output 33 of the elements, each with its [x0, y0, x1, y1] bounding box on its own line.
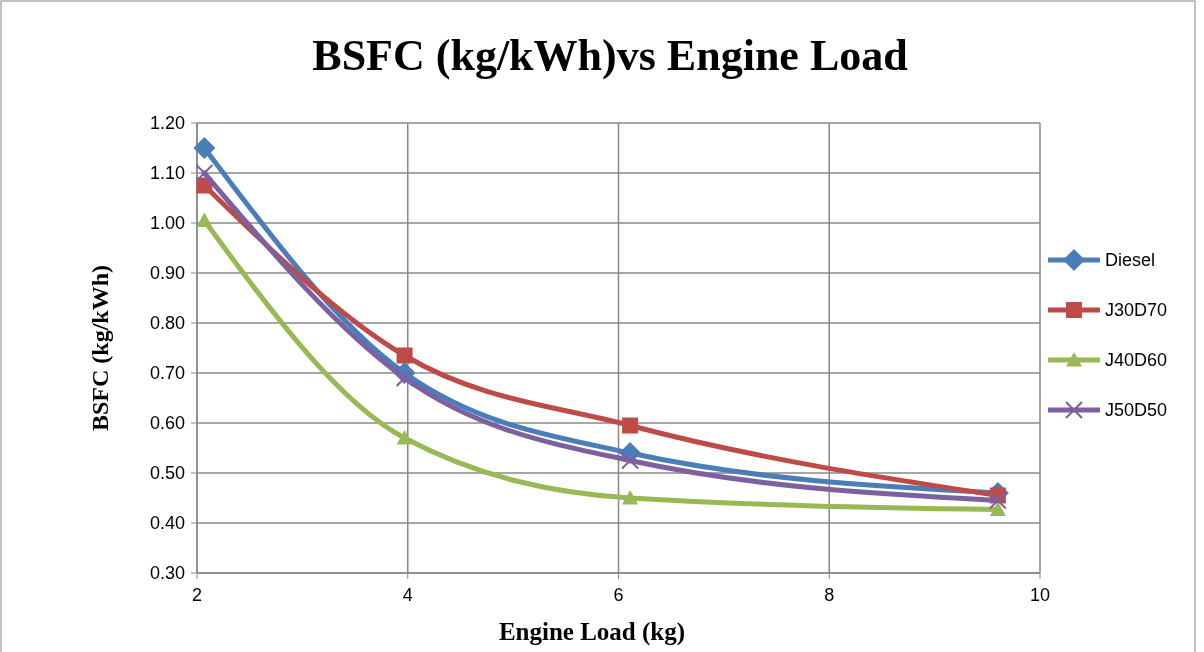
- point: [396, 430, 413, 445]
- x-tick-label: 4: [402, 585, 413, 605]
- y-tick-label: 0.90: [149, 263, 185, 284]
- legend-label: J30D70: [1105, 300, 1168, 321]
- legend-label: J50D50: [1105, 400, 1168, 421]
- point: [193, 137, 216, 159]
- y-tick-label: 0.40: [149, 513, 185, 534]
- y-tick-label: 0.50: [149, 463, 185, 484]
- y-tick-label: 1.10: [149, 163, 185, 184]
- y-axis-title: BSFC (kg/kWh): [87, 264, 113, 432]
- point: [195, 164, 214, 182]
- x-tick-label: 2: [191, 585, 203, 605]
- chart-title: BSFC (kg/kWh)vs Engine Load: [312, 31, 908, 80]
- x-tick-label: 6: [613, 585, 624, 605]
- legend-label: J40D60: [1105, 350, 1168, 371]
- point: [395, 369, 414, 387]
- x-axis-title: Engine Load (kg): [498, 618, 686, 646]
- point: [622, 417, 639, 434]
- y-tick-label: 0.80: [149, 313, 185, 334]
- y-tick-label: 0.70: [149, 363, 185, 384]
- y-tick-label: 0.60: [149, 413, 185, 434]
- y-tick-label: 0.30: [149, 563, 185, 584]
- point: [988, 491, 1007, 510]
- y-tick-label: 1.20: [149, 113, 185, 134]
- point: [396, 347, 413, 364]
- legend-label: Diesel: [1105, 250, 1156, 271]
- x-tick-label: 10: [1029, 585, 1051, 605]
- point: [621, 451, 640, 470]
- point: [622, 490, 639, 505]
- point: [196, 212, 213, 227]
- x-tick-label: 8: [824, 585, 835, 605]
- point: [989, 501, 1006, 516]
- y-tick-label: 1.00: [149, 213, 185, 234]
